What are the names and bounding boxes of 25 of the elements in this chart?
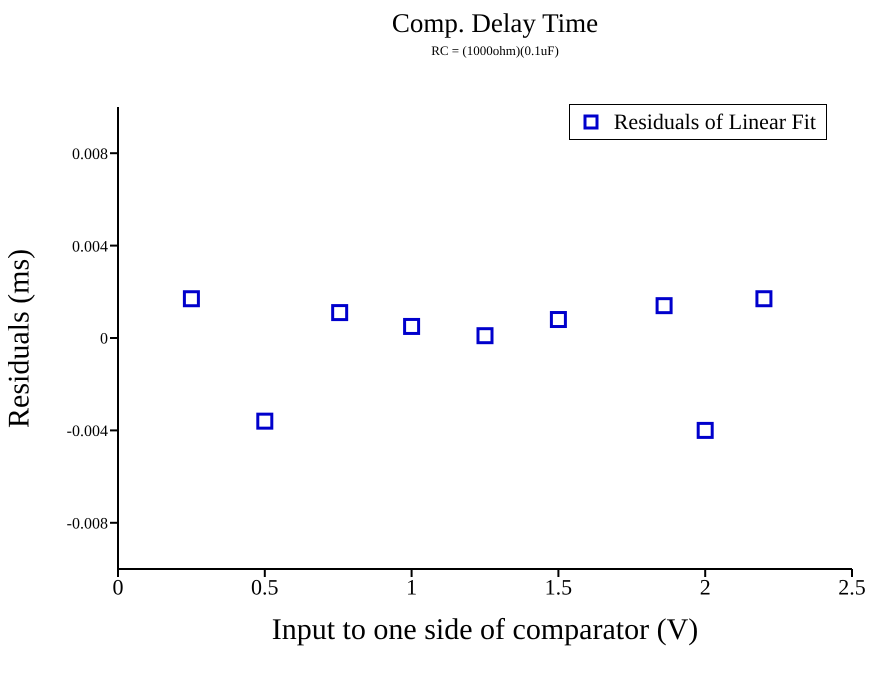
y-tick-label: -0.004 bbox=[66, 423, 108, 440]
y-axis-title: Residuals (ms) bbox=[2, 248, 36, 428]
x-tick-label: 2.5 bbox=[838, 574, 866, 600]
y-tick-label: 0.004 bbox=[72, 238, 108, 256]
point bbox=[256, 412, 274, 430]
point bbox=[182, 290, 200, 308]
x-tick-label: 0 bbox=[112, 574, 124, 600]
point bbox=[696, 422, 714, 439]
y-tick-label: -0.008 bbox=[66, 515, 108, 532]
legend-label: Residuals of Linear Fit bbox=[614, 109, 816, 135]
point bbox=[403, 318, 420, 335]
x-tick-label: 1 bbox=[406, 574, 418, 600]
chart-title: Comp. Delay Time bbox=[390, 8, 600, 39]
point bbox=[755, 290, 772, 308]
x-axis-title: Input to one side of comparator (V) bbox=[272, 613, 698, 646]
y-tick-label: 0.008 bbox=[72, 146, 108, 163]
y-tick-label: 0 bbox=[100, 330, 108, 348]
chart-subtitle: RC = (1000ohm)(0.1uF) bbox=[430, 43, 560, 59]
x-tick-label: 0.5 bbox=[251, 574, 279, 600]
x-tick-label: 1.5 bbox=[544, 574, 572, 600]
point bbox=[476, 327, 494, 344]
x-tick-label: 2 bbox=[700, 574, 711, 600]
point bbox=[331, 304, 348, 322]
point bbox=[656, 297, 673, 314]
point bbox=[550, 311, 567, 328]
